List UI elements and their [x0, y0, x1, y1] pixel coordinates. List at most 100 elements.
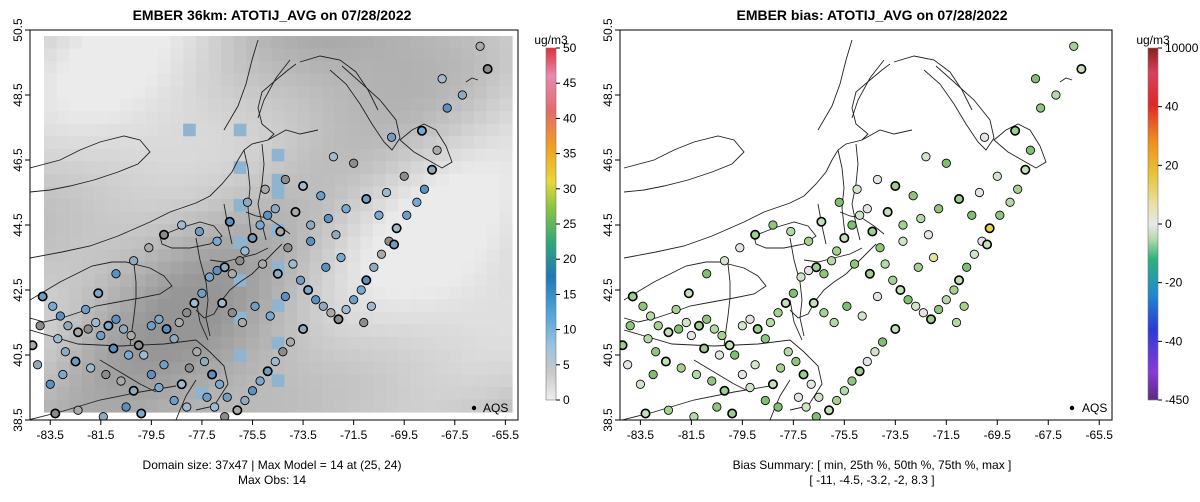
heatmap-cell — [372, 148, 387, 162]
heatmap-cell — [259, 98, 273, 112]
heatmap-cell — [360, 236, 374, 250]
heatmap-cell — [259, 123, 273, 137]
heatmap-cell — [309, 86, 323, 100]
heatmap-cell — [81, 274, 96, 288]
heatmap-cell — [221, 148, 235, 162]
heatmap-cell — [221, 198, 235, 213]
bias-station-point — [829, 317, 839, 328]
heatmap-cell — [436, 386, 450, 401]
heatmap-cell — [486, 224, 500, 238]
aqs-station-point — [275, 226, 286, 237]
heatmap-cell — [157, 349, 172, 363]
heatmap-cell — [474, 148, 488, 162]
bias-station-point — [702, 269, 712, 279]
heatmap-cell — [56, 386, 70, 401]
aqs-station-point — [285, 337, 296, 347]
heatmap-cell — [474, 111, 488, 125]
heatmap-cell — [195, 98, 210, 112]
bias-station-point — [974, 187, 985, 198]
heatmap-cell — [398, 186, 412, 200]
heatmap-cell — [448, 211, 463, 225]
bias-station-point — [773, 308, 783, 318]
aqs-station-point — [126, 330, 136, 341]
heatmap-cell — [347, 211, 361, 225]
heatmap-cell — [195, 161, 210, 175]
heatmap-cell — [221, 399, 235, 413]
heatmap-cell — [195, 36, 210, 50]
bias-station-point — [798, 369, 809, 380]
heatmap-cell — [486, 349, 500, 363]
heatmap-cell — [474, 299, 488, 313]
bias-station-point — [842, 301, 852, 311]
heatmap-cell — [474, 249, 488, 263]
heatmap-cell — [69, 36, 83, 50]
heatmap-cell — [322, 399, 336, 413]
bias-station-point — [857, 311, 867, 321]
heatmap-cell — [499, 211, 513, 225]
heatmap-cell — [81, 286, 96, 300]
heatmap-cell — [233, 324, 247, 338]
heatmap-cell — [94, 224, 108, 238]
aqs-station-point — [154, 382, 164, 393]
heatmap-cell — [208, 148, 222, 162]
left-y-axis: 38.5 40.5 42.5 44.5 46.5 48.5 50.5 — [11, 18, 30, 432]
heatmap-cell — [436, 236, 450, 250]
aqs-station-point — [161, 323, 172, 334]
bias-station-point — [832, 246, 842, 256]
heatmap-cell — [486, 274, 500, 288]
heatmap-cell — [436, 274, 450, 288]
heatmap-cell — [233, 48, 247, 62]
heatmap-cell — [44, 111, 58, 125]
heatmap-cell — [347, 236, 361, 250]
heatmap-cell — [94, 161, 108, 175]
aqs-station-point — [35, 321, 45, 331]
heatmap-cell — [107, 86, 121, 100]
heatmap-cell — [145, 136, 159, 150]
heatmap-cell — [372, 311, 387, 325]
bias-station-point — [745, 314, 755, 324]
heatmap-cell — [107, 48, 121, 62]
right-colorbar-tick-label: 20 — [1165, 158, 1179, 172]
left-y-tick-label: 48.5 — [11, 83, 25, 107]
heatmap-cell — [474, 136, 488, 150]
heatmap-cell — [436, 111, 450, 125]
heatmap-cell — [157, 123, 172, 137]
heatmap-cell — [183, 386, 197, 401]
heatmap-cell — [94, 86, 108, 100]
heatmap-cell — [423, 361, 437, 375]
heatmap-cell — [347, 186, 361, 200]
heatmap-cell — [385, 386, 399, 401]
right-x-tick-label: -79.5 — [729, 428, 757, 442]
heatmap-cell — [309, 36, 323, 50]
heatmap-cell — [170, 111, 184, 125]
left-colorbar-tick-label: 35 — [563, 147, 577, 161]
heatmap-cell — [233, 236, 247, 250]
heatmap-cell — [461, 224, 475, 238]
heatmap-cell — [474, 224, 488, 238]
heatmap-cell — [296, 299, 311, 313]
aqs-station-point — [189, 297, 200, 308]
heatmap-cell — [119, 186, 134, 200]
aqs-station-point — [356, 285, 366, 295]
heatmap-cell — [183, 274, 197, 288]
heatmap-cell — [170, 173, 184, 187]
heatmap-cell — [233, 211, 247, 225]
heatmap-cell — [296, 361, 311, 375]
aqs-station-point — [333, 314, 344, 325]
heatmap-cell — [145, 61, 159, 75]
heatmap-cell — [69, 48, 83, 62]
heatmap-cell — [119, 311, 134, 325]
heatmap-cell — [309, 73, 323, 87]
bias-station-point — [934, 304, 944, 315]
heatmap-cell — [436, 374, 450, 388]
heatmap-cell — [284, 249, 298, 263]
heatmap-cell — [410, 161, 425, 175]
heatmap-cell — [145, 48, 159, 62]
heatmap-cell — [486, 198, 500, 213]
aqs-station-point — [306, 220, 316, 230]
heatmap-cell — [486, 324, 500, 338]
heatmap-cell — [296, 48, 311, 62]
heatmap-cell — [461, 336, 475, 350]
heatmap-cell — [246, 249, 260, 263]
heatmap-cell — [461, 173, 475, 187]
